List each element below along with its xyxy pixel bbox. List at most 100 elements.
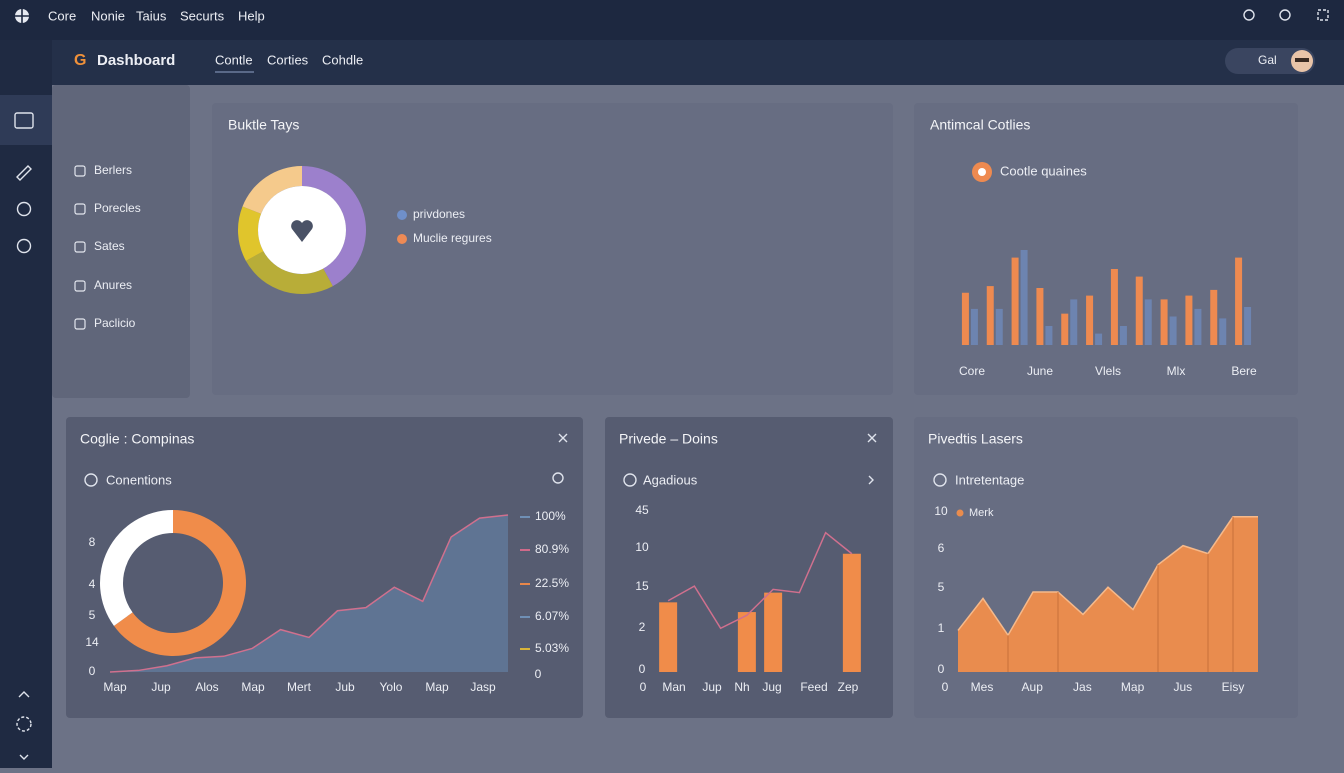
- bar: [1169, 316, 1177, 345]
- x-tick-label: Jus: [1173, 680, 1192, 694]
- x-tick-label: Jub: [335, 680, 355, 694]
- legend-dot: [397, 210, 407, 220]
- x-tick-label: Bere: [1231, 364, 1257, 378]
- line: [667, 531, 853, 630]
- menu-item[interactable]: Nonie: [91, 8, 125, 23]
- menu-item[interactable]: Taius: [136, 8, 167, 23]
- x-tick-label: Eisy: [1222, 680, 1245, 694]
- bar: [1011, 257, 1019, 345]
- bar: [1144, 299, 1152, 345]
- search-icon[interactable]: [1243, 9, 1255, 21]
- header-tab[interactable]: Contle: [215, 52, 253, 67]
- y2-tick-label: 0: [535, 667, 542, 681]
- y-tick-label: 15: [635, 579, 649, 593]
- bar: [1194, 308, 1202, 345]
- search-icon[interactable]: [1279, 9, 1291, 21]
- legend-label: 80.9%: [535, 542, 569, 556]
- bar: [1110, 269, 1118, 345]
- x-tick-label: Jug: [762, 680, 781, 694]
- search-box[interactable]: [1225, 48, 1315, 74]
- sidebar-item[interactable]: Anures: [94, 278, 132, 292]
- chevron[interactable]: [868, 475, 874, 485]
- sidebar-icon: [74, 203, 86, 215]
- y-tick-label: 0: [938, 662, 945, 676]
- nav-icon[interactable]: [16, 716, 32, 732]
- y-tick-label: 14: [85, 635, 99, 649]
- donut-segment: [302, 166, 366, 287]
- x-tick-label: Man: [662, 680, 685, 694]
- active-nav: [0, 95, 52, 145]
- origin-label: 0: [640, 680, 647, 694]
- menu-bar: [0, 0, 1344, 40]
- menu-item[interactable]: Help: [238, 8, 265, 23]
- legend-dot-inner: [978, 168, 986, 176]
- donut-segment: [238, 206, 264, 261]
- header-tab[interactable]: Corties: [267, 52, 309, 67]
- nav-icon[interactable]: [16, 238, 32, 254]
- donut-segment: [100, 510, 173, 626]
- close-button[interactable]: [867, 433, 877, 443]
- donut-segment: [242, 166, 302, 214]
- y-tick-label: 5: [938, 580, 945, 594]
- y-tick-label: 0: [639, 662, 646, 676]
- bar: [1036, 288, 1044, 345]
- x-tick-label: Nh: [734, 680, 749, 694]
- header-tab[interactable]: Cohdle: [322, 52, 363, 67]
- search-icon[interactable]: [552, 472, 564, 484]
- bar: [1045, 326, 1053, 345]
- panel-subtitle: Intretentage: [955, 472, 1024, 487]
- legend-dot: [956, 509, 964, 517]
- x-tick-label: Map: [103, 680, 127, 694]
- x-tick-label: Alos: [195, 680, 218, 694]
- x-tick-label: Aup: [1022, 680, 1044, 694]
- nav-icon[interactable]: [19, 754, 29, 760]
- bar: [986, 286, 994, 345]
- nav-icon[interactable]: [14, 112, 34, 129]
- legend-label: Merk: [969, 507, 994, 519]
- panel-subtitle: Conentions: [106, 472, 172, 487]
- area: [958, 516, 1258, 672]
- nav-icon[interactable]: [16, 165, 32, 181]
- y-tick-label: 4: [89, 577, 96, 591]
- y-tick-label: 45: [635, 503, 649, 517]
- close-button[interactable]: [558, 433, 568, 443]
- origin-label: 0: [942, 680, 949, 694]
- sidebar-item[interactable]: Sates: [94, 239, 125, 253]
- apps-icon[interactable]: [1317, 9, 1329, 21]
- sidebar-item[interactable]: Porecles: [94, 201, 141, 215]
- nav-icon[interactable]: [18, 691, 30, 698]
- sidebar-icon: [74, 241, 86, 253]
- bar: [1244, 307, 1252, 345]
- bar: [961, 292, 969, 345]
- donut-segment: [113, 510, 247, 656]
- panel-title: Buktle Tays: [228, 117, 299, 133]
- sidebar-item[interactable]: Paclicio: [94, 316, 136, 330]
- menu-item[interactable]: Core: [48, 8, 76, 23]
- bar: [970, 308, 978, 345]
- sidebar-icon: [74, 280, 86, 292]
- x-tick-label: Mlx: [1167, 364, 1186, 378]
- subtitle-icon: [623, 473, 637, 487]
- x-tick-label: Mert: [287, 680, 312, 694]
- bar: [1219, 318, 1227, 345]
- bar: [764, 592, 783, 672]
- header-bar: [52, 40, 1344, 85]
- donut-segment: [245, 251, 333, 294]
- y-tick-label: 1: [938, 621, 945, 635]
- y-tick-label: 5: [89, 608, 96, 622]
- x-tick-label: Jas: [1073, 680, 1092, 694]
- sidebar-item[interactable]: Berlers: [94, 163, 132, 177]
- bar: [1235, 257, 1243, 345]
- x-tick-label: Vlels: [1095, 364, 1121, 378]
- nav-icon[interactable]: [16, 201, 32, 217]
- y-tick-label: 6: [938, 541, 945, 555]
- panel-icons: [84, 433, 947, 487]
- y-tick-label: 10: [635, 540, 649, 554]
- menu-item[interactable]: Securts: [180, 8, 225, 23]
- panel: [914, 103, 1298, 395]
- legend-label: Muclie regures: [413, 231, 492, 245]
- app-logo-mark: [15, 9, 29, 23]
- x-tick-label: Map: [1121, 680, 1145, 694]
- x-tick-label: June: [1027, 364, 1053, 378]
